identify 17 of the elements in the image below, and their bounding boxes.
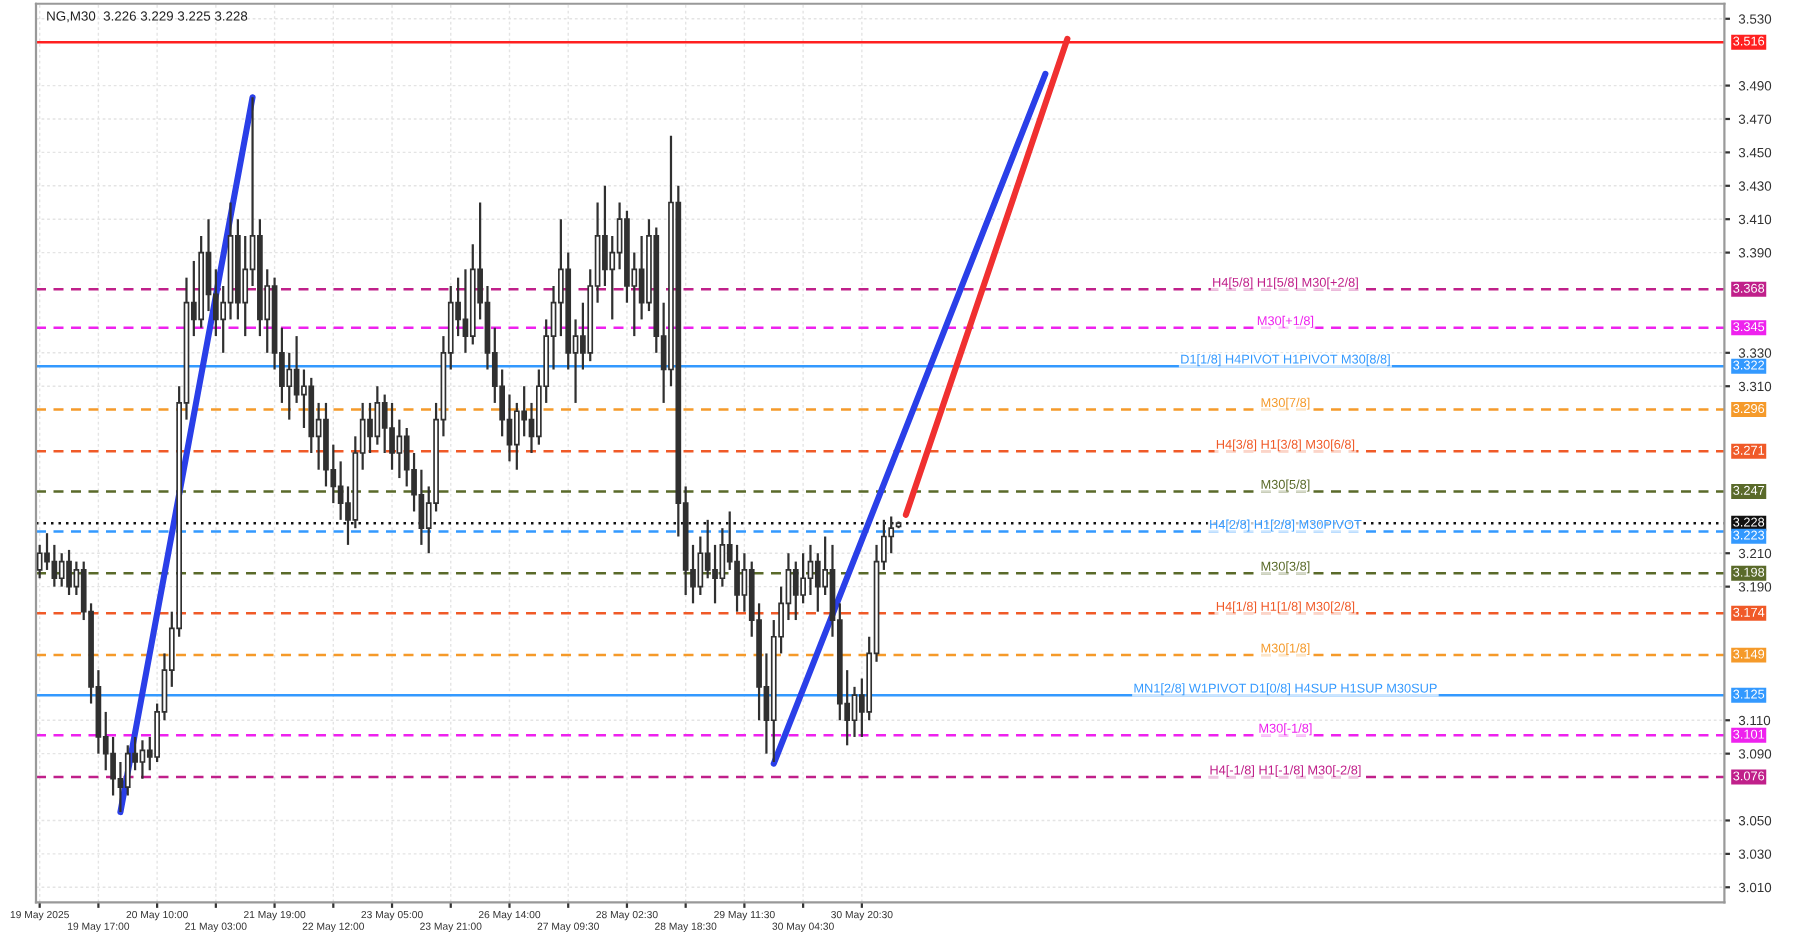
candlestick <box>638 234 645 321</box>
candlestick <box>286 351 293 421</box>
candlestick <box>374 385 381 446</box>
candlestick <box>58 552 65 588</box>
candlestick <box>389 401 395 471</box>
candlestick <box>117 760 124 814</box>
candlestick <box>301 368 307 430</box>
candlestick <box>367 401 373 455</box>
candlestick <box>741 552 748 613</box>
candlestick <box>697 535 704 597</box>
candlestick <box>506 393 513 463</box>
candlestick <box>139 739 146 780</box>
candlestick <box>800 552 806 605</box>
candlestick <box>396 418 403 480</box>
candlestick <box>792 560 799 622</box>
candlestick <box>66 548 72 597</box>
candlestick <box>851 685 858 739</box>
